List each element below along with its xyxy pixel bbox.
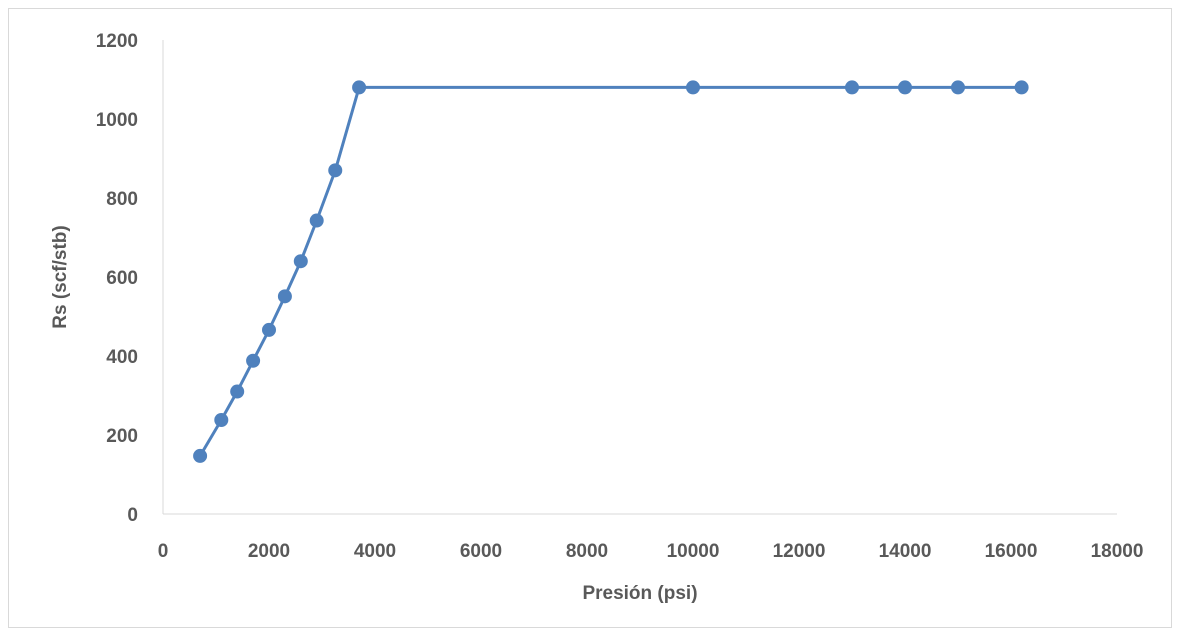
x-tick-labels: 0 2000 4000 6000 8000 10000 12000 14000 16000 180… xyxy=(158,541,1144,562)
x-tick-label: 12000 xyxy=(773,541,826,562)
data-point xyxy=(293,254,308,269)
data-point xyxy=(898,80,912,95)
y-tick-label: 1200 xyxy=(96,31,138,52)
x-tick-label: 6000 xyxy=(460,541,502,562)
data-point xyxy=(277,289,292,304)
series-line xyxy=(198,85,1022,457)
y-tick-labels: 0 200 400 600 800 1000 1200 xyxy=(96,31,138,526)
x-axis-title: Presión (psi) xyxy=(582,583,697,604)
data-point xyxy=(214,412,229,427)
y-tick-label: 1000 xyxy=(96,110,138,131)
x-tick-label: 2000 xyxy=(248,541,290,562)
data-point xyxy=(230,384,245,399)
y-tick-label: 400 xyxy=(106,347,138,368)
x-tick-label: 4000 xyxy=(354,541,396,562)
data-point xyxy=(328,163,343,178)
data-point xyxy=(246,353,261,368)
series xyxy=(193,80,1029,463)
data-point xyxy=(309,213,324,228)
axes xyxy=(162,40,1117,515)
y-tick-label: 200 xyxy=(106,426,138,447)
y-tick-label: 0 xyxy=(127,505,138,526)
data-point xyxy=(951,80,965,95)
data-point xyxy=(1014,80,1029,95)
data-point xyxy=(262,322,276,337)
x-tick-label: 0 xyxy=(158,541,169,562)
data-point xyxy=(845,80,859,95)
y-tick-label: 800 xyxy=(106,189,138,210)
x-tick-label: 14000 xyxy=(879,541,932,562)
y-axis-title: Rs (scf/stb) xyxy=(50,225,71,328)
data-point xyxy=(686,80,700,95)
x-tick-label: 10000 xyxy=(667,541,720,562)
chart-frame xyxy=(8,8,1172,628)
x-tick-label: 16000 xyxy=(985,541,1038,562)
x-tick-label: 8000 xyxy=(566,541,608,562)
x-tick-label: 18000 xyxy=(1091,541,1144,562)
data-point xyxy=(193,448,208,463)
data-point xyxy=(352,80,367,95)
y-tick-label: 600 xyxy=(106,268,138,289)
